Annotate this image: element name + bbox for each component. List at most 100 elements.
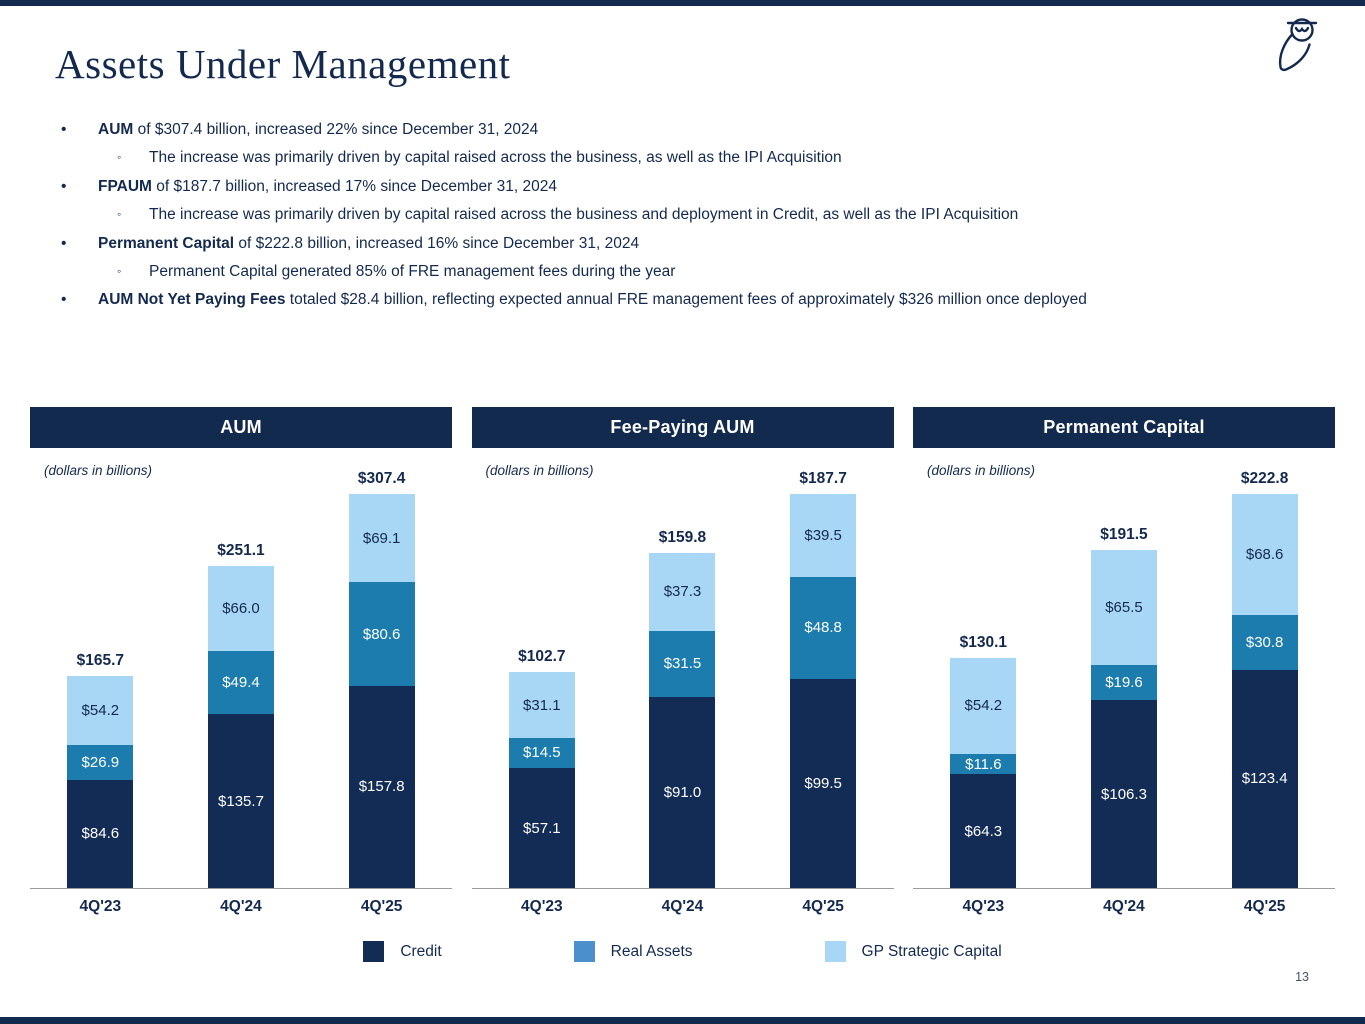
- sub-bullet-marker: ◦: [117, 207, 122, 222]
- bar-segment-credit: $106.3: [1090, 700, 1157, 888]
- legend-label: GP Strategic Capital: [861, 942, 1002, 960]
- page-title: Assets Under Management: [55, 41, 511, 87]
- bar-total-label: $165.7: [76, 651, 125, 669]
- bar-column: $130.1 $54.2 $11.6 $64.3: [950, 634, 1017, 888]
- bar-segment-credit: $157.8: [348, 685, 415, 888]
- x-axis-label: 4Q'24: [220, 898, 262, 915]
- bar-column: $191.5 $65.5 $19.6 $106.3: [1090, 525, 1157, 888]
- sub-bullet-text: The increase was primarily driven by cap…: [149, 206, 1019, 224]
- units-note: (dollars in billions): [927, 463, 1036, 478]
- bar-total-label: $159.8: [658, 528, 707, 546]
- chart-header: Permanent Capital: [913, 407, 1335, 448]
- bullet-marker: •: [61, 177, 67, 195]
- x-axis-label: 4Q'23: [79, 898, 122, 915]
- bar-segment-real-assets: $26.9: [67, 745, 134, 780]
- bar-total-label: $102.7: [518, 648, 566, 666]
- x-axis-label: 4Q'23: [962, 898, 1005, 915]
- bar-segment-real-assets: $31.5: [649, 630, 716, 697]
- bar-segment-gp-strategic-capital: $37.3: [649, 552, 716, 631]
- bar-total-label: $307.4: [357, 469, 406, 487]
- page-number: 13: [1295, 970, 1309, 984]
- bar-total-label: $222.8: [1240, 470, 1289, 488]
- sub-bullet-marker: ◦: [117, 150, 122, 165]
- bar-segment-real-assets: $30.8: [1231, 615, 1298, 670]
- units-note: (dollars in billions): [485, 463, 594, 478]
- chart-header: Fee-Paying AUM: [471, 407, 894, 448]
- x-axis-label: 4Q'23: [521, 898, 563, 915]
- bar-segment-credit: $135.7: [207, 714, 274, 888]
- x-axis-label: 4Q'24: [661, 898, 704, 915]
- x-axis-label: 4Q'24: [1103, 898, 1145, 915]
- legend-label: Credit: [400, 942, 442, 960]
- bar-segment-real-assets: $49.4: [207, 650, 274, 715]
- bullet-text: Permanent Capital of $222.8 billion, inc…: [98, 234, 640, 252]
- chart-panel-permanent-capital: Permanent Capital (dollars in billions) …: [913, 407, 1335, 916]
- bullet-text: AUM of $307.4 billion, increased 22% sin…: [98, 121, 539, 138]
- bar-total-label: $187.7: [799, 469, 847, 487]
- bar-column: $102.7 $31.1 $14.5 $57.1: [508, 648, 575, 888]
- sub-bullet-text: Permanent Capital generated 85% of FRE m…: [149, 262, 676, 280]
- bar-segment-real-assets: $80.6: [348, 582, 415, 686]
- bar-segment-gp-strategic-capital: $68.6: [1231, 494, 1298, 616]
- bullet-text: AUM Not Yet Paying Fees totaled $28.4 bi…: [98, 291, 1087, 309]
- x-axis-label: 4Q'25: [1243, 898, 1286, 915]
- bar-segment-gp-strategic-capital: $54.2: [950, 658, 1017, 754]
- legend-item-real-assets: Real Assets: [573, 941, 693, 962]
- bar-plot: $165.7 $54.2 $26.9 $84.6 $251.1 $66.0 $49.4 $13…: [30, 469, 452, 889]
- bar-segment-gp-strategic-capital: $31.1: [508, 672, 575, 738]
- sub-bullet-item: ◦ Permanent Capital generated 85% of FRE…: [55, 262, 1335, 281]
- bullet-item-aum: • AUM of $307.4 billion, increased 22% s…: [55, 120, 1335, 139]
- bar-segment-credit: $123.4: [1231, 669, 1298, 888]
- bullet-list: • AUM of $307.4 billion, increased 22% s…: [55, 120, 1335, 319]
- bar-segment-credit: $64.3: [950, 774, 1017, 888]
- credit-swatch: [363, 941, 385, 962]
- sub-bullet-text: The increase was primarily driven by cap…: [149, 149, 842, 167]
- legend-item-credit: Credit: [363, 941, 442, 962]
- bottom-rule: [0, 1017, 1365, 1024]
- top-rule: [0, 0, 1365, 6]
- real-assets-swatch: [573, 941, 595, 962]
- bar-segment-gp-strategic-capital: $66.0: [207, 566, 274, 651]
- bar-column: $187.7 $39.5 $48.8 $99.5: [790, 469, 857, 888]
- bar-column: $251.1 $66.0 $49.4 $135.7: [207, 542, 274, 888]
- sub-bullet-item: ◦ The increase was primarily driven by c…: [55, 148, 1335, 167]
- sub-bullet-marker: ◦: [117, 263, 122, 278]
- sub-bullet-item: ◦ The increase was primarily driven by c…: [55, 205, 1335, 224]
- chart-panel-aum: AUM (dollars in billions) $165.7 $54.2 $26…: [30, 407, 452, 916]
- bar-column: $222.8 $68.6 $30.8 $123.4: [1231, 470, 1298, 888]
- chart-legend: Credit Real Assets GP Strategic Capital: [0, 941, 1365, 962]
- bar-total-label: $191.5: [1100, 525, 1148, 543]
- x-axis-label: 4Q'25: [802, 898, 844, 915]
- bar-segment-credit: $91.0: [649, 697, 716, 888]
- x-axis-labels: 4Q'23 4Q'24 4Q'25: [472, 898, 894, 916]
- chart-panel-fee-paying-aum: Fee-Paying AUM (dollars in billions) $10…: [471, 407, 894, 916]
- bar-segment-real-assets: $14.5: [508, 737, 575, 769]
- owl-logo-icon: [1278, 18, 1318, 72]
- bar-segment-real-assets: $11.6: [950, 753, 1017, 775]
- legend-label: Real Assets: [610, 942, 693, 960]
- x-axis-labels: 4Q'23 4Q'24 4Q'25: [30, 898, 452, 916]
- bar-segment-gp-strategic-capital: $54.2: [67, 675, 134, 746]
- bar-segment-real-assets: $19.6: [1090, 665, 1157, 700]
- bar-column: $307.4 $69.1 $80.6 $157.8: [348, 469, 415, 888]
- chart-header: AUM: [30, 407, 452, 448]
- bar-segment-gp-strategic-capital: $39.5: [790, 493, 857, 577]
- charts-row: AUM (dollars in billions) $165.7 $54.2 $26…: [30, 407, 1335, 916]
- bullet-item-permanent-capital: • Permanent Capital of $222.8 billion, i…: [55, 234, 1335, 253]
- bullet-text: FPAUM of $187.7 billion, increased 17% s…: [98, 177, 557, 195]
- bullet-item-fpaum: • FPAUM of $187.7 billion, increased 17%…: [55, 177, 1335, 196]
- bar-plot: $130.1 $54.2 $11.6 $64.3 $191.5 $65.5 $19.6 $10…: [913, 469, 1335, 889]
- bar-segment-credit: $57.1: [508, 768, 575, 888]
- bullet-marker: •: [61, 234, 67, 252]
- x-axis-label: 4Q'25: [360, 898, 403, 915]
- bar-plot: $102.7 $31.1 $14.5 $57.1 $159.8 $37.3 $31.5 $91…: [471, 469, 894, 889]
- bullet-marker: •: [61, 291, 67, 309]
- bar-total-label: $251.1: [217, 542, 265, 560]
- bar-segment-gp-strategic-capital: $65.5: [1090, 549, 1157, 666]
- legend-item-gp-strategic-capital: GP Strategic Capital: [824, 941, 1002, 962]
- bar-column: $159.8 $37.3 $31.5 $91.0: [649, 528, 716, 888]
- units-note: (dollars in billions): [44, 463, 153, 478]
- bullet-marker: •: [61, 121, 67, 138]
- bar-segment-credit: $84.6: [67, 779, 134, 888]
